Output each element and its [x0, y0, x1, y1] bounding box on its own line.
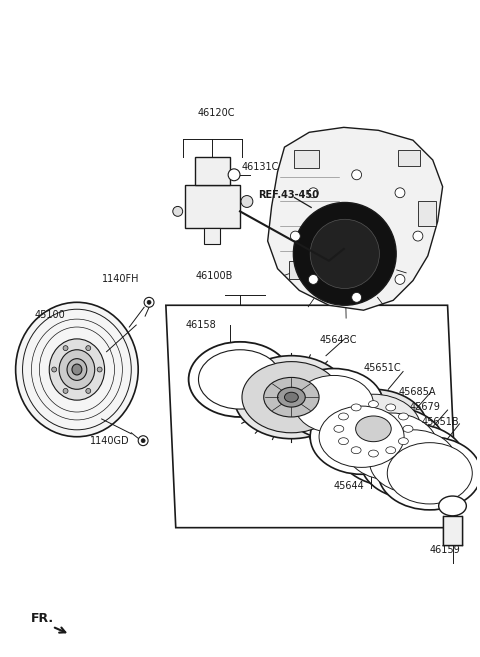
- Ellipse shape: [294, 375, 373, 433]
- Ellipse shape: [337, 407, 445, 486]
- Bar: [185, 185, 240, 228]
- Text: 45100: 45100: [35, 310, 65, 320]
- Text: 46100B: 46100B: [195, 271, 233, 281]
- Circle shape: [308, 275, 318, 284]
- Ellipse shape: [378, 437, 480, 510]
- Ellipse shape: [338, 413, 348, 420]
- Ellipse shape: [264, 377, 319, 417]
- Ellipse shape: [369, 401, 378, 407]
- Circle shape: [293, 202, 396, 306]
- Ellipse shape: [319, 406, 404, 467]
- Ellipse shape: [199, 350, 281, 409]
- Circle shape: [352, 292, 361, 302]
- Ellipse shape: [326, 394, 421, 463]
- Ellipse shape: [242, 361, 341, 433]
- Ellipse shape: [439, 496, 467, 516]
- Circle shape: [63, 388, 68, 394]
- Circle shape: [173, 206, 183, 216]
- Circle shape: [395, 275, 405, 284]
- Circle shape: [63, 346, 68, 351]
- Text: REF.43-450: REF.43-450: [258, 190, 319, 200]
- Text: 45679: 45679: [410, 402, 441, 412]
- Ellipse shape: [234, 355, 349, 439]
- Text: 46131C: 46131C: [242, 162, 279, 172]
- Polygon shape: [268, 127, 443, 310]
- Circle shape: [97, 367, 102, 372]
- Text: 45644: 45644: [334, 481, 365, 491]
- Circle shape: [52, 367, 57, 372]
- Text: 46158: 46158: [186, 320, 216, 330]
- Circle shape: [86, 388, 91, 394]
- Ellipse shape: [338, 438, 348, 445]
- Circle shape: [352, 170, 361, 180]
- Text: 46120C: 46120C: [197, 108, 235, 118]
- Ellipse shape: [386, 404, 396, 411]
- Text: 45685A: 45685A: [398, 387, 436, 397]
- Bar: [194, 157, 230, 185]
- Circle shape: [308, 188, 318, 198]
- Circle shape: [241, 196, 253, 208]
- Text: 1140GD: 1140GD: [90, 436, 130, 445]
- Text: 45651B: 45651B: [422, 417, 459, 427]
- Bar: [294, 150, 319, 168]
- Ellipse shape: [59, 350, 95, 390]
- Ellipse shape: [277, 388, 305, 407]
- Ellipse shape: [403, 425, 413, 432]
- Ellipse shape: [370, 430, 456, 493]
- Text: FR.: FR.: [30, 612, 54, 625]
- Circle shape: [310, 219, 379, 288]
- Bar: [443, 516, 462, 545]
- Circle shape: [413, 231, 423, 241]
- Circle shape: [144, 298, 154, 307]
- Ellipse shape: [67, 359, 87, 380]
- Circle shape: [86, 346, 91, 351]
- Circle shape: [395, 188, 405, 198]
- Bar: [418, 202, 436, 226]
- Ellipse shape: [356, 416, 391, 442]
- Ellipse shape: [72, 364, 82, 375]
- Ellipse shape: [345, 413, 438, 480]
- Text: 45643C: 45643C: [319, 335, 357, 345]
- Ellipse shape: [360, 424, 466, 499]
- Ellipse shape: [398, 413, 408, 420]
- Ellipse shape: [49, 339, 105, 400]
- Text: 46159: 46159: [430, 545, 460, 555]
- Ellipse shape: [285, 392, 298, 402]
- Text: 1140FH: 1140FH: [102, 273, 139, 284]
- Ellipse shape: [387, 443, 472, 504]
- Ellipse shape: [398, 438, 408, 445]
- Circle shape: [147, 300, 151, 304]
- Circle shape: [228, 169, 240, 181]
- Text: 45651C: 45651C: [363, 363, 401, 373]
- Circle shape: [141, 439, 145, 443]
- Ellipse shape: [319, 390, 428, 468]
- Ellipse shape: [189, 342, 291, 417]
- Circle shape: [138, 436, 148, 445]
- Ellipse shape: [334, 425, 344, 432]
- Bar: [204, 228, 220, 244]
- Ellipse shape: [351, 404, 361, 411]
- Ellipse shape: [386, 447, 396, 454]
- Ellipse shape: [285, 369, 384, 440]
- Ellipse shape: [310, 399, 413, 474]
- Ellipse shape: [369, 450, 378, 457]
- Bar: [398, 150, 420, 166]
- Ellipse shape: [16, 302, 138, 437]
- Ellipse shape: [351, 447, 361, 454]
- Bar: [289, 261, 309, 279]
- Circle shape: [290, 231, 300, 241]
